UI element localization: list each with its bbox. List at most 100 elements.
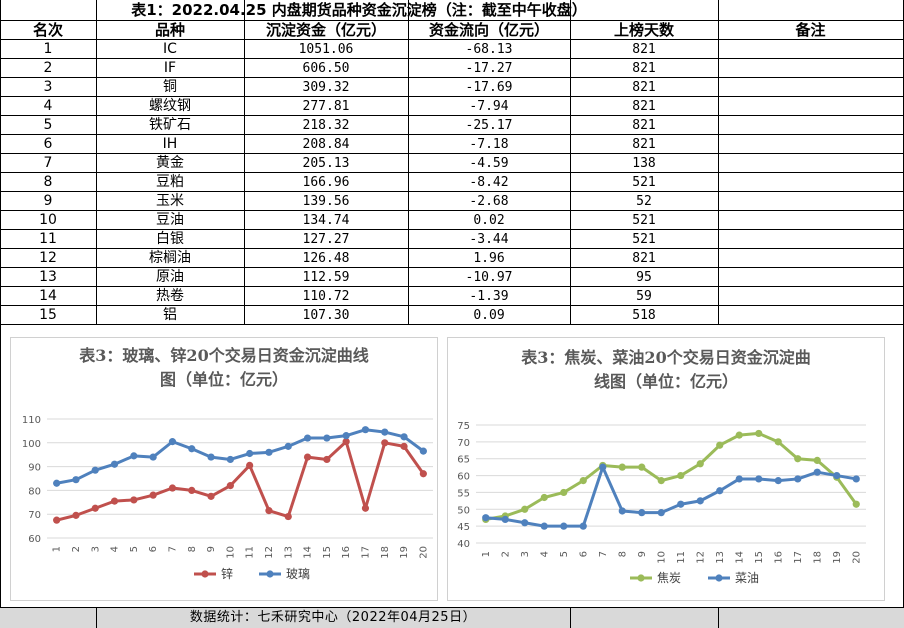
col-header-flow: 资金流向（亿元）: [428, 21, 549, 39]
grid-line: [244, 0, 245, 325]
data-point: [400, 433, 408, 441]
cell-rank: 8: [43, 174, 53, 190]
cell-name: 豆粕: [156, 174, 184, 190]
data-point: [521, 519, 529, 527]
cell-flow: -1.39: [469, 289, 509, 304]
cell-flow: -17.27: [465, 61, 513, 76]
x-tick-label: 12: [695, 551, 706, 564]
data-point: [579, 522, 587, 530]
grid-line: [0, 77, 904, 78]
cell-name: 铝: [163, 307, 177, 323]
data-point: [419, 470, 427, 478]
y-tick-label: 90: [28, 463, 41, 474]
data-point: [755, 429, 763, 438]
y-tick-label: 70: [28, 510, 41, 521]
data-point: [813, 456, 821, 464]
data-point: [696, 497, 704, 505]
grid-line: [0, 607, 904, 608]
grid-line: [0, 248, 904, 249]
legend-marker: [637, 574, 645, 582]
y-tick-label: 50: [457, 505, 470, 516]
x-tick-label: 7: [598, 551, 609, 557]
data-point: [265, 507, 273, 515]
grid-line: [0, 172, 904, 173]
data-point: [246, 449, 254, 458]
data-point: [852, 500, 860, 508]
legend-marker: [715, 574, 723, 582]
cell-name: 铜: [163, 79, 177, 95]
x-tick-label: 2: [500, 551, 511, 557]
cell-name: 黄金: [156, 155, 184, 171]
data-point: [579, 477, 587, 485]
cell-rank: 15: [39, 307, 57, 323]
data-point: [560, 522, 568, 530]
cell-rank: 2: [43, 60, 53, 76]
x-tick-label: 5: [129, 546, 140, 552]
grid-line: [0, 20, 904, 21]
cell-days: 821: [632, 118, 656, 133]
x-tick-label: 3: [520, 551, 531, 557]
data-point: [560, 488, 568, 497]
cell-flow: -7.94: [469, 99, 509, 114]
cell-flow: -10.97: [465, 270, 513, 285]
cell-days: 821: [632, 80, 656, 95]
x-tick-label: 19: [832, 551, 843, 564]
data-point: [284, 442, 292, 450]
data-point: [149, 491, 157, 499]
x-tick-label: 18: [380, 546, 391, 559]
cell-days: 821: [632, 137, 656, 152]
x-tick-label: 6: [578, 551, 589, 557]
cell-name: IC: [163, 41, 177, 57]
cell-days: 95: [636, 270, 652, 285]
data-point: [361, 426, 370, 434]
cell-rank: 10: [39, 212, 57, 228]
data-point: [342, 432, 350, 440]
cell-flow: -68.13: [465, 42, 513, 57]
data-point: [381, 428, 389, 436]
data-point: [716, 487, 724, 495]
x-tick-label: 8: [617, 551, 628, 557]
cell-amount: 309.32: [302, 80, 350, 95]
grid-line: [0, 115, 904, 116]
cell-name: 玉米: [156, 193, 184, 209]
x-tick-label: 6: [148, 546, 159, 552]
grid-line: [0, 229, 904, 230]
data-point: [91, 466, 99, 474]
cell-amount: 277.81: [302, 99, 350, 114]
cell-flow: -7.18: [469, 137, 509, 152]
cell-amount: 166.96: [302, 175, 350, 190]
cell-days: 521: [632, 175, 656, 190]
data-point: [755, 475, 763, 483]
data-point: [110, 460, 119, 468]
cell-days: 821: [632, 61, 656, 76]
cell-flow: -4.59: [469, 156, 509, 171]
chart-panel-coke-rapeoil: 表3：焦炭、菜油20个交易日资金沉淀曲 线图（单位：亿元） 40 45 50 55 60…: [447, 337, 885, 601]
col-header-amount: 沉淀资金（亿元）: [265, 21, 386, 39]
data-point: [618, 507, 626, 515]
data-point: [638, 509, 646, 517]
data-point: [400, 442, 408, 450]
x-tick-label: 13: [715, 551, 726, 564]
cell-rank: 6: [43, 136, 53, 152]
data-point: [226, 455, 234, 464]
cell-days: 821: [632, 251, 656, 266]
cell-name: 豆油: [156, 212, 184, 228]
grid-line: [408, 0, 409, 325]
cell-amount: 218.32: [302, 118, 350, 133]
col-header-rank: 名次: [32, 21, 63, 39]
data-point: [657, 509, 665, 517]
cell-rank: 1: [43, 41, 53, 57]
grid-line: [0, 0, 1, 628]
cell-amount: 127.27: [302, 232, 350, 247]
data-point: [677, 500, 685, 508]
x-tick-label: 2: [71, 546, 82, 552]
cell-flow: 1.96: [473, 251, 505, 266]
cell-name: 棕榈油: [149, 250, 191, 266]
data-point: [501, 515, 509, 523]
cell-amount: 110.72: [302, 289, 350, 304]
grid-line: [718, 0, 719, 325]
cell-days: 518: [632, 308, 656, 323]
data-point: [53, 516, 61, 524]
data-point: [168, 484, 177, 492]
